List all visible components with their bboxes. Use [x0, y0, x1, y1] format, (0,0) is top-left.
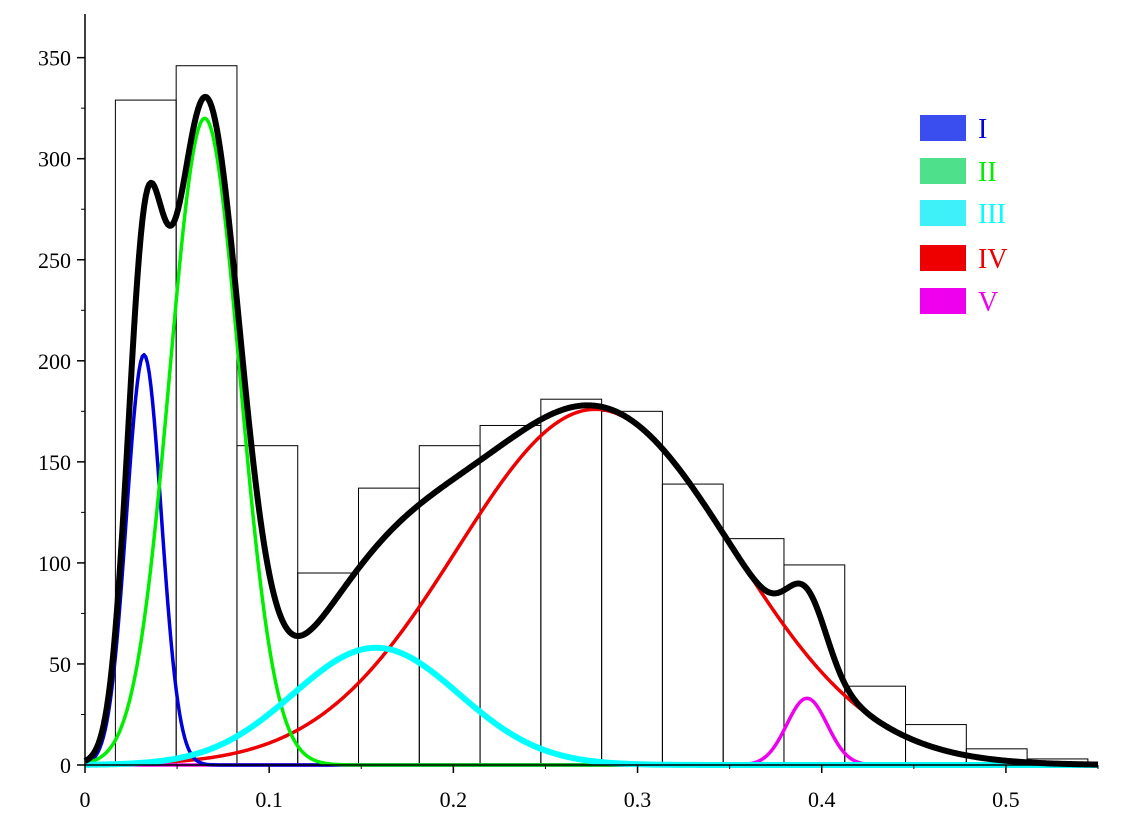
histogram-bar — [540, 398, 603, 766]
legend-label-v: V — [978, 287, 998, 318]
histogram-bar — [661, 483, 724, 766]
axes: 0 0.1 0.2 0.3 0.4 0.5 0 50 100 150 200 250 300 350 — [38, 14, 1099, 812]
y-tick-label: 100 — [38, 551, 71, 576]
histogram-bar — [722, 538, 785, 766]
histogram-bar — [601, 410, 663, 766]
legend-swatch-iii — [920, 200, 966, 226]
legend-swatch-i — [920, 115, 966, 141]
x-tick-label: 0.3 — [624, 787, 652, 812]
x-tick-label: 0 — [80, 787, 91, 812]
legend-swatch-v — [920, 288, 966, 314]
total-fit-curve — [83, 93, 1100, 768]
legend-label-iii: III — [978, 199, 1006, 230]
y-tick-label: 50 — [49, 652, 71, 677]
y-tick-label: 300 — [38, 147, 71, 172]
y-tick-label: 350 — [38, 46, 71, 71]
y-tick-label: 0 — [60, 753, 71, 778]
legend-swatch-ii — [920, 158, 966, 184]
x-tick-label: 0.4 — [808, 787, 836, 812]
histogram-bar — [479, 424, 542, 766]
histogram-bar — [905, 724, 967, 766]
y-tick-label: 250 — [38, 248, 71, 273]
y-tick-label: 150 — [38, 450, 71, 475]
legend-label-i: I — [978, 114, 987, 145]
x-tick-label: 0.5 — [992, 787, 1020, 812]
histogram-bar — [418, 445, 481, 766]
legend-label-ii: II — [978, 157, 997, 188]
legend-label-iv: IV — [978, 244, 1008, 275]
legend-swatch-iv — [920, 245, 966, 271]
x-tick-label: 0.1 — [255, 787, 283, 812]
y-tick-label: 200 — [38, 349, 71, 374]
x-tick-label: 0.2 — [440, 787, 468, 812]
